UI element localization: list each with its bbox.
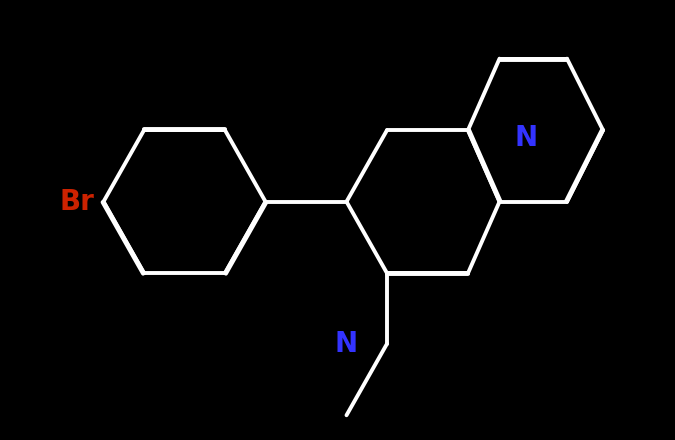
Text: Br: Br <box>59 188 95 216</box>
Text: N: N <box>515 124 538 151</box>
Text: N: N <box>335 330 358 358</box>
